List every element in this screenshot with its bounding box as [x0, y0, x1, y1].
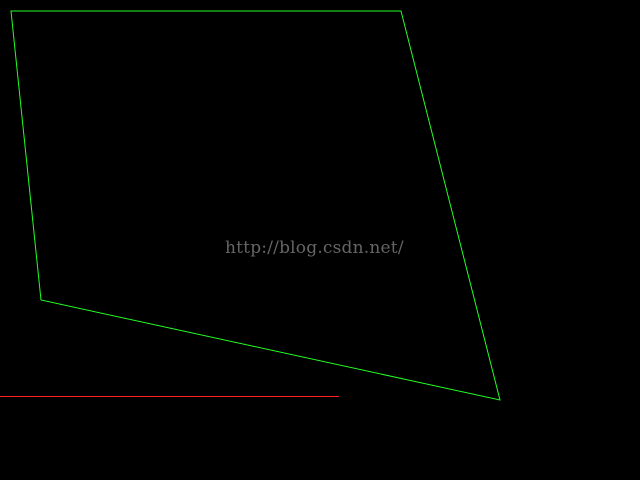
green-quadrilateral	[10, 10, 501, 401]
watermark-text: http://blog.csdn.net/	[225, 238, 404, 258]
